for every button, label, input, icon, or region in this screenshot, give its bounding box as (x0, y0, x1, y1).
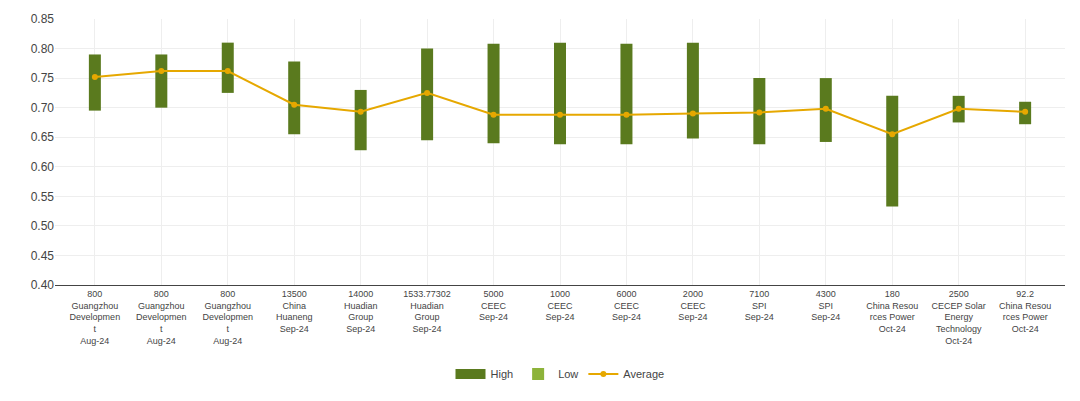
svg-text:0.70: 0.70 (31, 101, 55, 115)
svg-text:1000CEECSep-24: 1000CEECSep-24 (545, 289, 574, 322)
svg-text:0.80: 0.80 (31, 42, 55, 56)
svg-text:0.60: 0.60 (31, 160, 55, 174)
svg-text:0.75: 0.75 (31, 71, 55, 85)
svg-text:4300SPISep-24: 4300SPISep-24 (811, 289, 840, 322)
svg-text:Low: Low (558, 368, 578, 380)
svg-text:800GuangzhouDevelopmentAug-24: 800GuangzhouDevelopmentAug-24 (202, 289, 253, 346)
svg-text:0.65: 0.65 (31, 130, 55, 144)
svg-text:5000CEECSep-24: 5000CEECSep-24 (479, 289, 508, 322)
svg-text:14000HuadianGroupSep-24: 14000HuadianGroupSep-24 (344, 289, 378, 334)
svg-text:800GuangzhouDevelopmentAug-24: 800GuangzhouDevelopmentAug-24 (136, 289, 187, 346)
svg-text:Average: Average (623, 368, 664, 380)
svg-text:0.45: 0.45 (31, 249, 55, 263)
svg-text:0.40: 0.40 (31, 278, 55, 292)
svg-text:800GuangzhouDevelopmentAug-24: 800GuangzhouDevelopmentAug-24 (70, 289, 121, 346)
svg-text:1533.77302HuadianGroupSep-24: 1533.77302HuadianGroupSep-24 (403, 289, 451, 334)
svg-text:2000CEECSep-24: 2000CEECSep-24 (678, 289, 707, 322)
svg-text:2500CECEP SolarEnergyTechnolog: 2500CECEP SolarEnergyTechnologyOct-24 (932, 289, 986, 346)
svg-text:0.50: 0.50 (31, 219, 55, 233)
svg-text:92.2China Resources PowerOct-2: 92.2China Resources PowerOct-24 (999, 289, 1051, 334)
svg-text:0.85: 0.85 (31, 12, 55, 26)
svg-text:7100SPISep-24: 7100SPISep-24 (745, 289, 774, 322)
svg-text:13500ChinaHuanengSep-24: 13500ChinaHuanengSep-24 (276, 289, 313, 334)
svg-text:0.55: 0.55 (31, 190, 55, 204)
svg-text:180China Resources PowerOct-24: 180China Resources PowerOct-24 (866, 289, 918, 334)
svg-text:High: High (491, 368, 514, 380)
svg-text:6000CEECSep-24: 6000CEECSep-24 (612, 289, 641, 322)
